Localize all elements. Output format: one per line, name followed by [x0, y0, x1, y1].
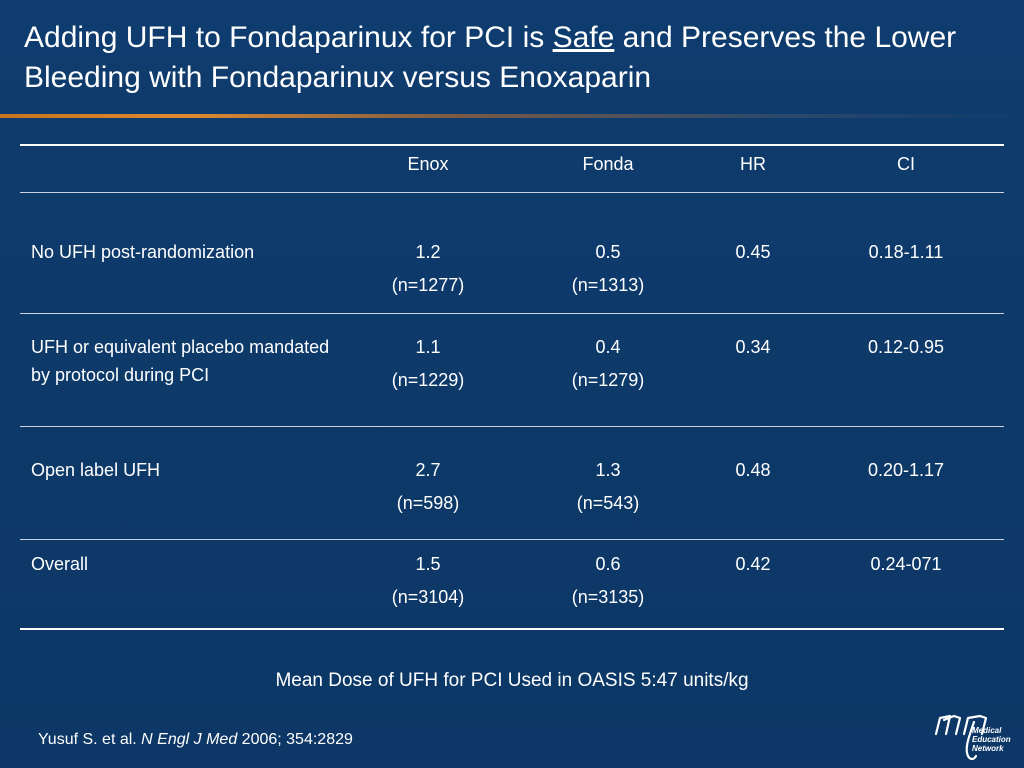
row-label: Overall [31, 554, 89, 574]
header-hr: HR [740, 154, 766, 174]
row-label: UFH or equivalent placebo mandated by pr… [31, 337, 330, 385]
fonda-n: (n=1279) [571, 370, 645, 390]
table-row-divider [20, 426, 1004, 427]
fonda-value: 1.3 [595, 460, 621, 480]
enox-n: (n=1277) [391, 275, 465, 295]
title-underlined-word: Safe [552, 21, 615, 54]
title-divider [0, 114, 1024, 118]
row-label: Open label UFH [31, 460, 161, 480]
table-top-rule [20, 144, 1004, 146]
enox-n: (n=598) [396, 493, 460, 513]
citation-authors: Yusuf S. et al. [38, 731, 142, 748]
row-label: No UFH post-randomization [31, 242, 255, 262]
enox-value: 1.5 [415, 554, 441, 574]
table-row-divider [20, 313, 1004, 314]
title-part-2: and Preserves the Lower Bleeding with Fo… [24, 21, 957, 94]
men-logo-icon [934, 714, 988, 761]
table-bottom-rule [20, 628, 1004, 630]
logo-wordmark: Medical Education Network [972, 726, 1011, 753]
header-fonda: Fonda [582, 154, 634, 174]
enox-n: (n=1229) [391, 370, 465, 390]
hr-value: 0.34 [735, 337, 771, 357]
hr-value: 0.45 [735, 242, 771, 262]
citation-details: 2006; 354:2829 [237, 731, 353, 748]
ci-value: 0.20-1.17 [867, 460, 945, 480]
fonda-value: 0.5 [595, 242, 621, 262]
table-header-rule [20, 192, 1004, 193]
title-part-1: Adding UFH to Fondaparinux for PCI is [24, 21, 553, 54]
enox-value: 1.2 [415, 242, 441, 262]
footnote: Mean Dose of UFH for PCI Used in OASIS 5… [275, 670, 749, 691]
fonda-n: (n=543) [576, 493, 640, 513]
enox-value: 2.7 [415, 460, 441, 480]
enox-value: 1.1 [415, 337, 441, 357]
fonda-value: 0.6 [595, 554, 621, 574]
fonda-value: 0.4 [595, 337, 621, 357]
citation-journal: N Engl J Med [141, 731, 238, 748]
fonda-n: (n=1313) [571, 275, 645, 295]
enox-n: (n=3104) [391, 587, 465, 607]
citation: Yusuf S. et al. N Engl J Med 2006; 354:2… [38, 729, 353, 751]
header-enox: Enox [407, 154, 449, 174]
ci-value: 0.18-1.11 [868, 242, 944, 262]
fonda-n: (n=3135) [571, 587, 645, 607]
hr-value: 0.42 [735, 554, 771, 574]
ci-value: 0.12-0.95 [867, 337, 945, 357]
slide-title: Adding UFH to Fondaparinux for PCI is Sa… [24, 18, 1004, 98]
ci-value: 0.24-071 [870, 554, 942, 574]
hr-value: 0.48 [735, 460, 771, 480]
header-ci: CI [897, 154, 915, 174]
table-row-divider [20, 539, 1004, 540]
